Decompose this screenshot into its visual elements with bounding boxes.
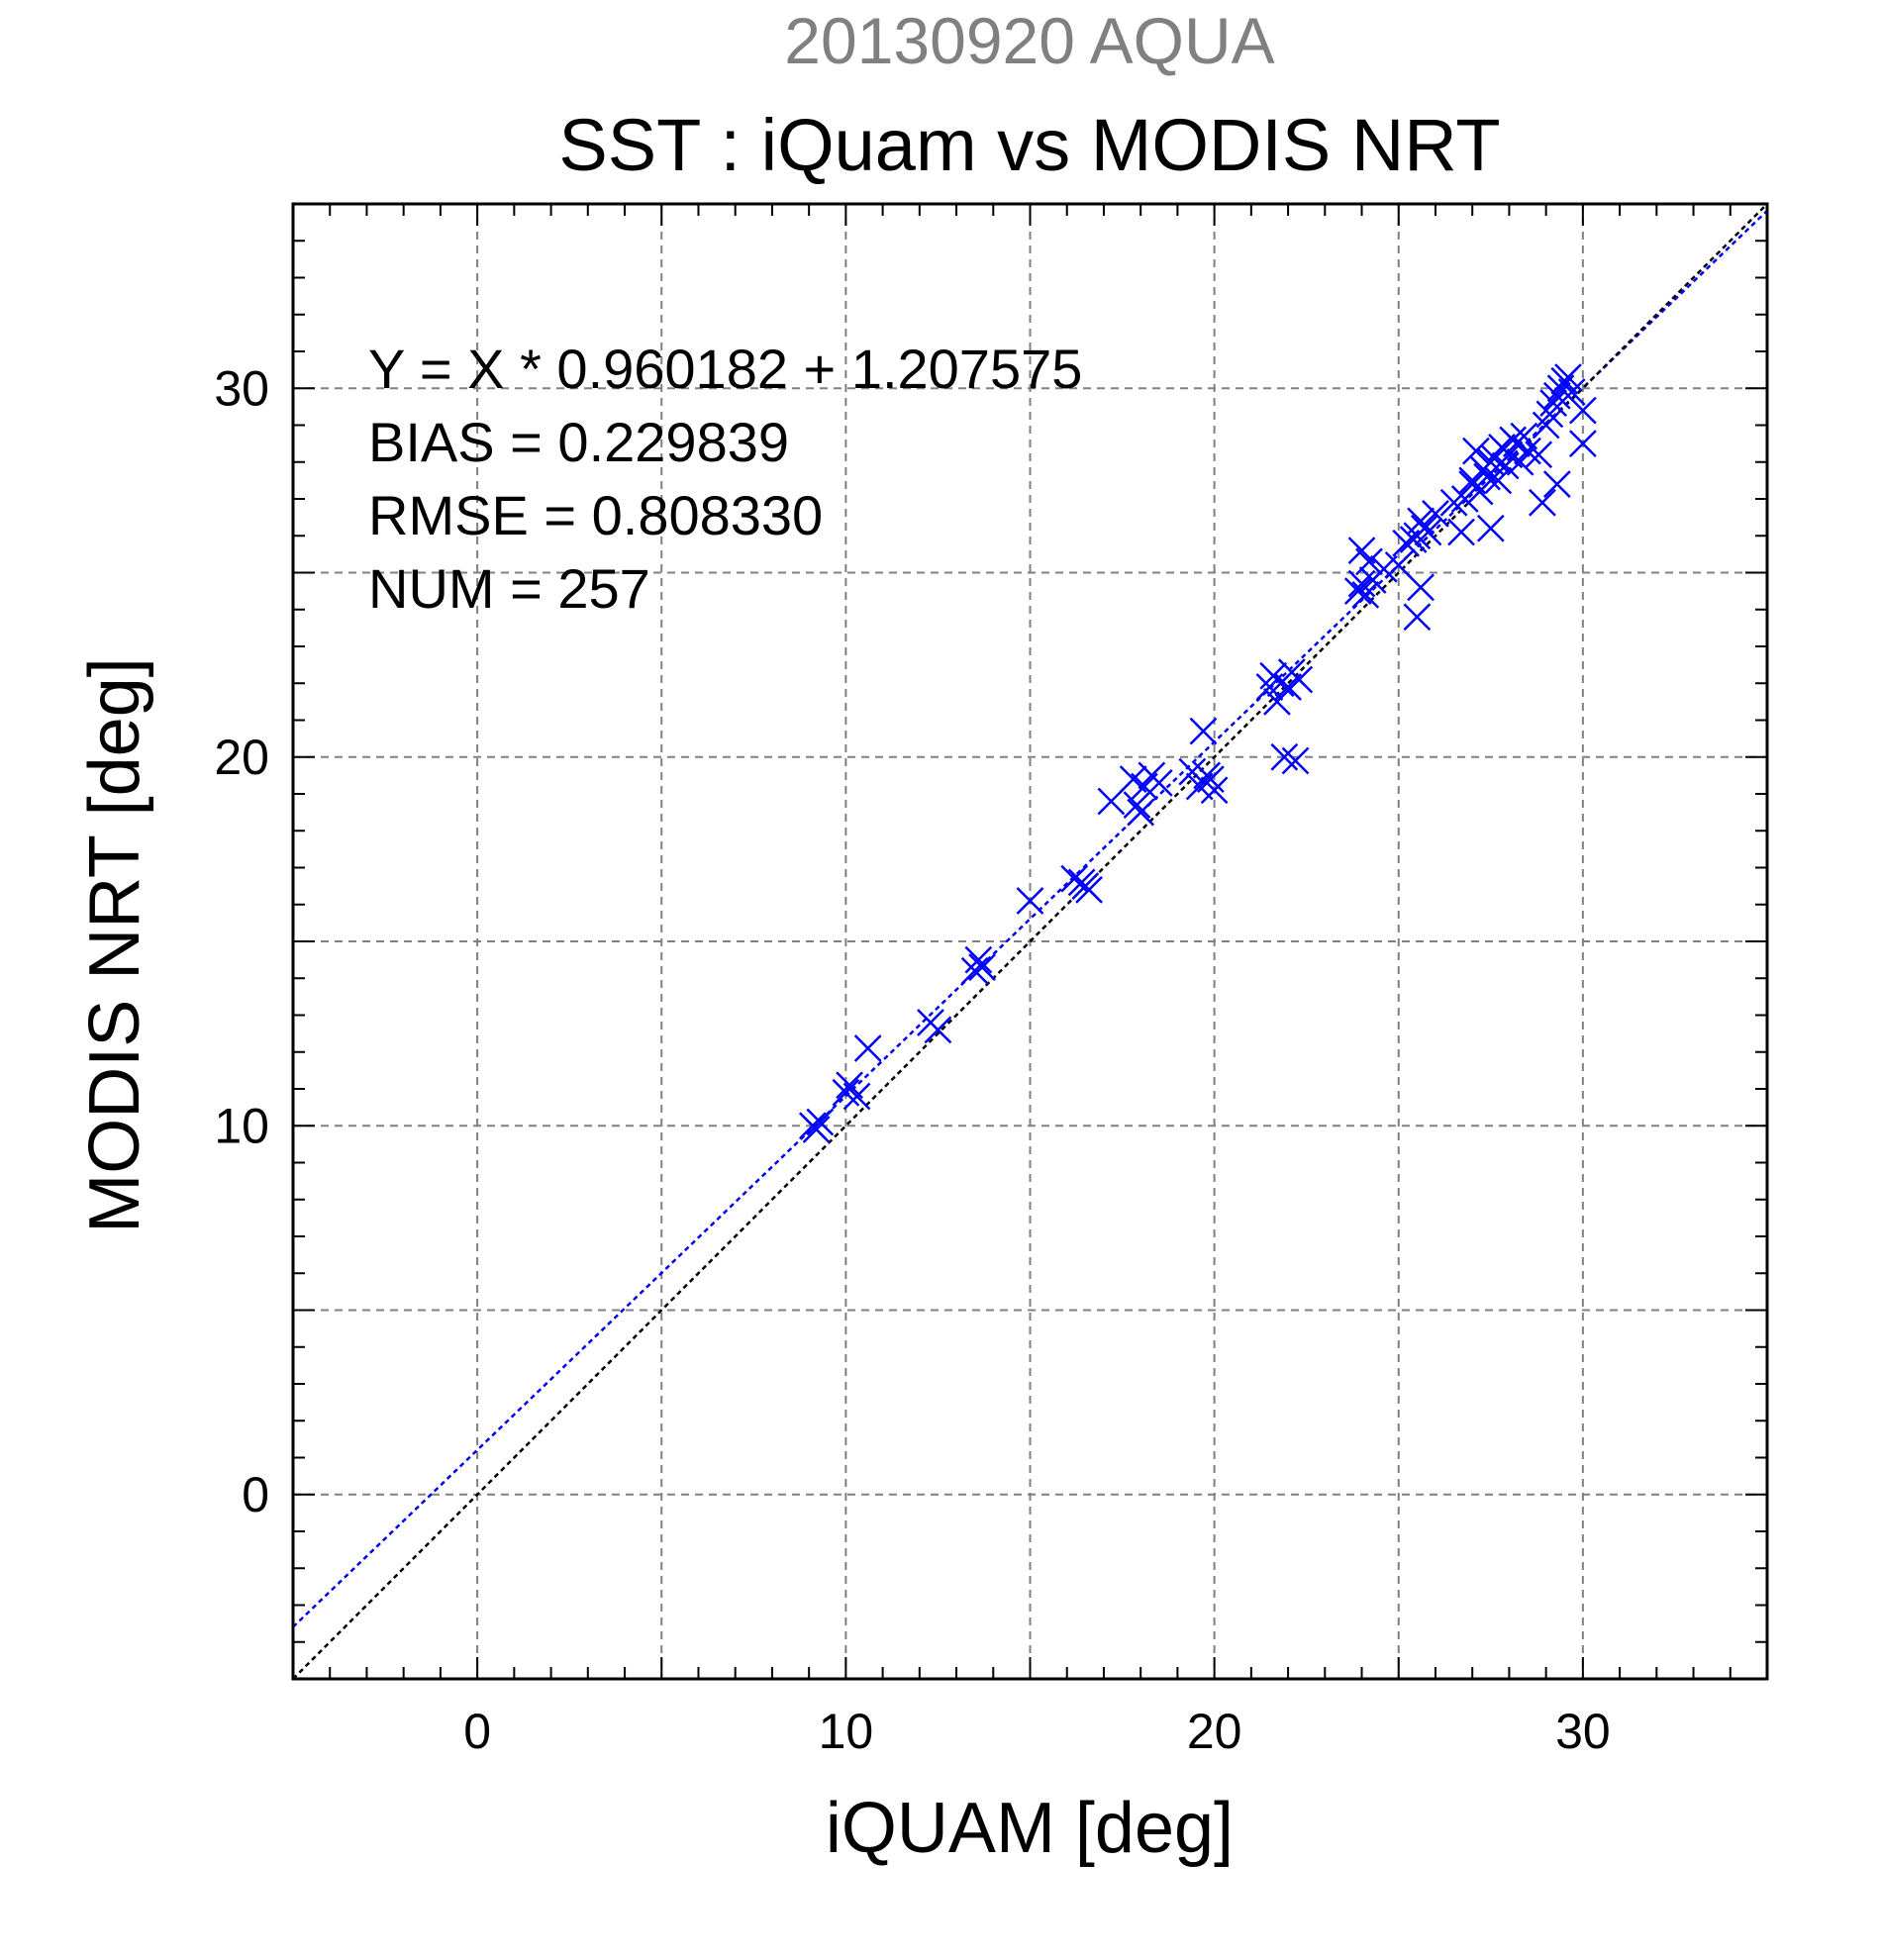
data-point [1200, 776, 1229, 805]
data-point [1458, 470, 1487, 498]
data-point [924, 1016, 952, 1044]
data-point [1347, 569, 1376, 598]
data-point [1123, 791, 1151, 820]
data-point [1542, 470, 1571, 498]
y-tick-label: 10 [214, 1098, 269, 1153]
data-point [1407, 573, 1435, 602]
data-point [853, 1034, 882, 1062]
data-point [1343, 577, 1372, 606]
chart-title: SST : iQuam vs MODIS NRT [558, 104, 1500, 186]
data-point [1281, 746, 1310, 775]
y-axis-label: MODIS NRT [deg] [75, 657, 154, 1233]
data-point [1568, 396, 1597, 425]
plot-frame [291, 202, 1769, 1681]
data-point [960, 956, 989, 985]
data-point [1384, 551, 1413, 579]
data-point [1529, 488, 1556, 517]
data-point [1447, 518, 1475, 546]
x-tick-label: 20 [1187, 1704, 1242, 1759]
data-point [968, 953, 996, 981]
data-point [802, 1116, 831, 1143]
stats-block: Y = X * 0.960182 + 1.207575 BIAS = 0.229… [368, 338, 1082, 620]
data-point [1263, 687, 1291, 716]
y-tick-label: 20 [214, 730, 269, 785]
data-point [1462, 437, 1490, 465]
y-tick-label: 30 [214, 360, 269, 416]
data-point [1450, 485, 1479, 513]
data-point [832, 1078, 860, 1107]
x-tick-label: 10 [819, 1704, 874, 1759]
data-point [1351, 580, 1380, 609]
data-point [1075, 875, 1103, 904]
data-point [1127, 798, 1155, 827]
data-point [1532, 411, 1560, 440]
data-point [1189, 717, 1218, 745]
data-point [1270, 742, 1299, 771]
data-point [1016, 887, 1044, 915]
data-points [798, 363, 1597, 1143]
chart-subtitle: 20130920 AQUA [784, 4, 1274, 77]
data-point [1568, 430, 1597, 458]
data-point [1097, 787, 1126, 816]
data-point [1476, 514, 1505, 542]
data-point [1525, 441, 1553, 469]
data-point [1484, 466, 1513, 495]
data-point [1514, 437, 1541, 465]
x-tick-label: 0 [463, 1704, 491, 1759]
data-point [1403, 603, 1432, 632]
y-tick-label: 0 [242, 1467, 269, 1522]
data-point [964, 945, 993, 974]
data-point [842, 1082, 871, 1111]
stats-num: NUM = 257 [368, 557, 650, 620]
data-point [1197, 765, 1225, 793]
x-tick-labels: 0 10 20 30 [463, 1704, 1610, 1759]
data-point [1144, 768, 1173, 797]
stats-rmse: RMSE = 0.808330 [368, 484, 823, 546]
x-tick-label: 30 [1555, 1704, 1611, 1759]
data-point [1285, 665, 1314, 694]
data-point [806, 1108, 835, 1136]
data-point [1414, 518, 1442, 546]
data-point [1539, 389, 1567, 418]
y-tick-labels: 0 10 20 30 [214, 360, 269, 1522]
x-axis-label: iQUAM [deg] [826, 1789, 1234, 1868]
stats-equation: Y = X * 0.960182 + 1.207575 [368, 338, 1082, 400]
stats-bias: BIAS = 0.229839 [368, 411, 789, 473]
data-point [1535, 400, 1564, 429]
data-point [1557, 378, 1586, 406]
data-point [1422, 500, 1449, 528]
data-point [1347, 537, 1376, 565]
